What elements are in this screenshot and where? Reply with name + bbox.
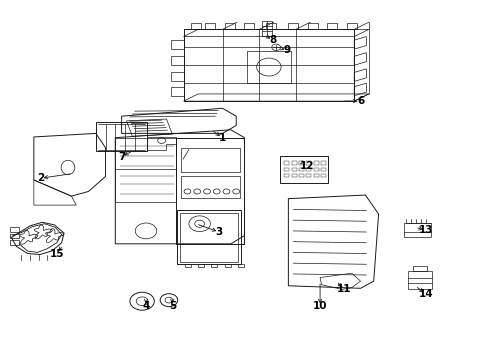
Text: 11: 11 [337, 284, 351, 294]
Text: 8: 8 [268, 35, 276, 45]
Text: 13: 13 [418, 225, 432, 235]
Text: 12: 12 [299, 161, 313, 171]
Text: 7: 7 [118, 152, 125, 162]
Text: 15: 15 [49, 248, 64, 258]
Text: 14: 14 [418, 289, 432, 299]
Text: 2: 2 [37, 173, 44, 183]
Text: 9: 9 [283, 45, 290, 55]
Text: 6: 6 [356, 96, 364, 106]
Text: 5: 5 [168, 301, 176, 311]
Text: 4: 4 [142, 301, 149, 311]
Text: 10: 10 [312, 301, 326, 311]
Text: 1: 1 [219, 133, 226, 143]
Text: 3: 3 [215, 227, 223, 237]
